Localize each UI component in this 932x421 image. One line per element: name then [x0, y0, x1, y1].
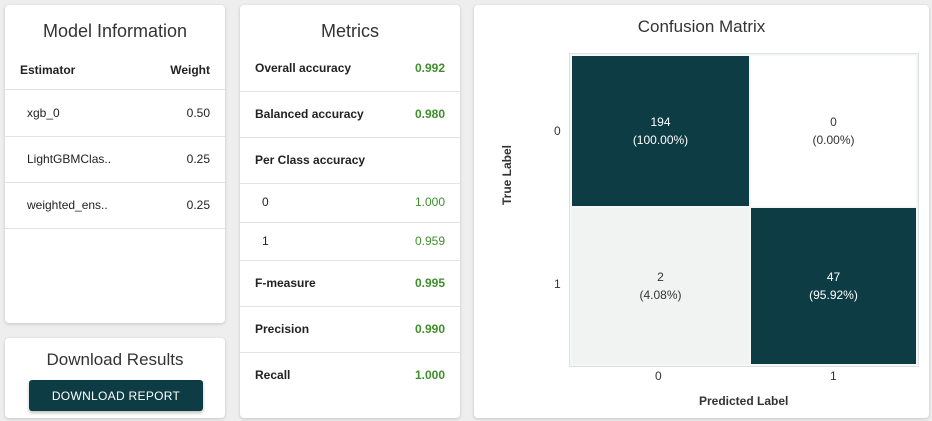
metrics-title: Metrics [321, 21, 379, 41]
cm-cell-percent: (4.08%) [639, 288, 682, 302]
cm-cell-count: 194 [650, 115, 671, 129]
weight-header: Weight [170, 63, 210, 77]
metric-label: Per Class accuracy [255, 153, 366, 167]
row-tick-0: 0 [554, 124, 561, 138]
table-row: weighted_ens.. 0.25 [5, 182, 225, 229]
metric-row-balanced-accuracy: Balanced accuracy 0.980 [240, 91, 460, 138]
metric-value: 1.000 [414, 195, 445, 209]
metric-label: F-measure [255, 276, 316, 290]
col-tick-1: 1 [830, 369, 837, 383]
cm-cell-count: 0 [830, 115, 837, 129]
metric-value: 0.990 [414, 322, 445, 336]
metric-row-precision: Precision 0.990 [240, 306, 460, 353]
metric-row-per-class-accuracy: Per Class accuracy [240, 137, 460, 184]
cm-cell-0-1: 0 (0.00%) [751, 56, 916, 206]
estimator-name: xgb_0 [27, 106, 60, 120]
model-information-title: Model Information [42, 21, 188, 41]
download-report-button[interactable]: DOWNLOAD REPORT [29, 380, 203, 411]
metric-label: 1 [262, 234, 269, 248]
model-table-header: Estimator Weight [5, 55, 225, 90]
metrics-card: Metrics Overall accuracy 0.992 Balanced … [240, 5, 460, 418]
cm-cell-count: 2 [657, 270, 664, 284]
cm-cell-percent: (100.00%) [632, 133, 689, 147]
table-row: LightGBMClas.. 0.25 [5, 136, 225, 183]
estimator-weight: 0.25 [186, 152, 210, 166]
download-results-card: Download Results DOWNLOAD REPORT [5, 338, 225, 418]
cm-cell-count: 47 [826, 270, 841, 284]
metric-label: Balanced accuracy [255, 107, 364, 121]
table-row: xgb_0 0.50 [5, 90, 225, 137]
true-label-axis: True Label [500, 144, 514, 205]
estimator-name: LightGBMClas.. [27, 152, 112, 166]
predicted-label-axis: Predicted Label [699, 394, 789, 408]
estimator-weight: 0.25 [186, 198, 210, 212]
confusion-matrix-grid: 194 (100.00%) 0 (0.00%) 2 (4.08%) 47 (95… [569, 53, 919, 367]
metric-value: 0.995 [414, 276, 445, 290]
cm-cell-1-0: 2 (4.08%) [572, 208, 749, 364]
metric-row-f-measure: F-measure 0.995 [240, 260, 460, 307]
metric-row-recall: Recall 1.000 [240, 352, 460, 398]
metric-value: 0.980 [414, 107, 445, 121]
confusion-matrix-title: Confusion Matrix [637, 17, 766, 36]
estimator-header: Estimator [20, 63, 76, 77]
download-results-title: Download Results [46, 350, 184, 369]
col-tick-0: 0 [655, 369, 662, 383]
cm-cell-0-0: 194 (100.00%) [572, 56, 749, 206]
metric-row-class-1: 1 0.959 [240, 222, 460, 261]
metric-value: 1.000 [414, 368, 445, 382]
cm-cell-1-1: 47 (95.92%) [751, 208, 916, 364]
metric-label: Precision [255, 322, 310, 336]
metric-label: Overall accuracy [255, 61, 352, 75]
metric-label: Recall [255, 368, 291, 382]
metric-row-overall-accuracy: Overall accuracy 0.992 [240, 45, 460, 92]
cm-cell-percent: (0.00%) [812, 133, 855, 147]
estimator-name: weighted_ens.. [27, 198, 108, 212]
estimator-weight: 0.50 [186, 106, 210, 120]
metric-row-class-0: 0 1.000 [240, 183, 460, 223]
model-information-card: Model Information Estimator Weight xgb_0… [5, 5, 225, 323]
metric-value: 0.992 [414, 61, 445, 75]
metric-label: 0 [262, 195, 269, 209]
row-tick-1: 1 [554, 277, 561, 291]
metric-value: 0.959 [414, 234, 445, 248]
confusion-matrix-card: Confusion Matrix 194 (100.00%) 0 (0.00%)… [474, 5, 929, 418]
cm-cell-percent: (95.92%) [809, 288, 858, 302]
